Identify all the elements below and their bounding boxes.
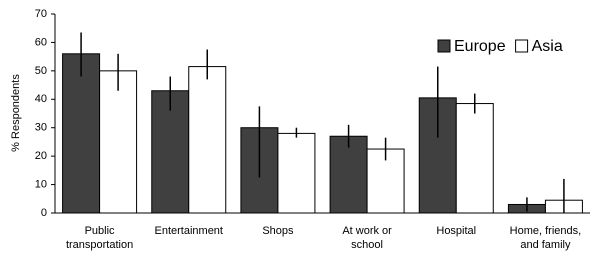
legend-swatch: [437, 39, 451, 53]
x-tick-label: Entertainment: [155, 225, 223, 237]
y-tick-label: 60: [35, 36, 47, 48]
y-tick-label: 0: [41, 207, 47, 219]
y-tick-label: 70: [35, 8, 47, 20]
legend-swatch: [515, 39, 529, 53]
x-tick-label: Public transportation: [66, 225, 133, 251]
legend-label: Asia: [532, 38, 563, 55]
bar: [455, 103, 494, 214]
y-axis-label: % Respondents: [10, 74, 22, 152]
bar: [329, 135, 368, 214]
x-tick-label: Home, friends, and family: [510, 225, 582, 251]
bar: [188, 66, 227, 214]
x-tick-label: At work or school: [342, 225, 392, 251]
y-tick-label: 30: [35, 122, 47, 134]
y-tick-label: 50: [35, 65, 47, 77]
x-tick-label: Shops: [262, 225, 294, 237]
bar: [99, 70, 138, 214]
y-tick-label: 20: [35, 150, 47, 162]
legend-label: Europe: [454, 38, 506, 55]
bar: [277, 132, 316, 214]
y-tick-label: 10: [35, 178, 47, 190]
y-tick-label: 40: [35, 93, 47, 105]
x-tick-label: Hospital: [436, 225, 476, 237]
bar: [62, 53, 101, 214]
